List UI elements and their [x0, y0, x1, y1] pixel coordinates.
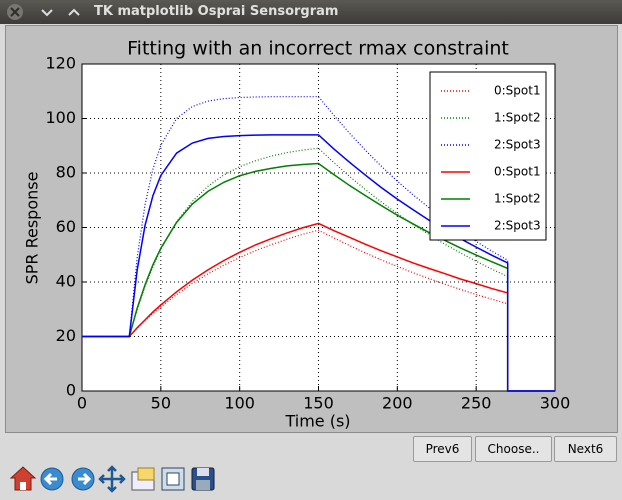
prev-button[interactable]: Prev6 — [413, 436, 472, 462]
choose-button[interactable]: Choose.. — [475, 436, 552, 462]
legend-box — [429, 71, 547, 241]
x-tick-label: 250 — [461, 394, 492, 413]
next-button[interactable]: Next6 — [554, 436, 617, 462]
toolbar — [9, 465, 215, 493]
subplots-button[interactable] — [161, 467, 185, 491]
x-tick-label: 200 — [382, 394, 413, 413]
y-tick-label: 60 — [56, 217, 76, 236]
legend-label: 0:Spot1 — [494, 165, 541, 179]
series-line — [82, 147, 555, 392]
x-tick-label: 300 — [540, 394, 571, 413]
zoom-button[interactable] — [131, 467, 155, 491]
x-axis-label: Time (s) — [284, 412, 350, 431]
title-bar: TK matplotlib Osprai Sensorgram — [0, 0, 622, 24]
maximize-button[interactable] — [68, 8, 80, 16]
y-axis-label: SPR Response — [23, 172, 42, 285]
y-tick-label: 120 — [45, 54, 76, 73]
chart: Fitting with an incorrect rmax constrain… — [23, 38, 571, 431]
x-tick-label: 150 — [303, 394, 334, 413]
legend-label: 2:Spot3 — [494, 219, 541, 233]
pan-button[interactable] — [98, 465, 126, 493]
y-tick-label: 20 — [56, 326, 76, 345]
legend-label: 0:Spot1 — [494, 84, 541, 98]
window-title: TK matplotlib Osprai Sensorgram — [94, 4, 339, 19]
y-tick-label: 80 — [56, 163, 76, 182]
legend-label: 1:Spot2 — [494, 111, 541, 125]
y-tick-label: 0 — [66, 381, 76, 400]
close-icon — [10, 7, 20, 17]
save-button[interactable] — [191, 467, 215, 491]
legend-label: 2:Spot3 — [494, 138, 541, 152]
series-line — [82, 162, 555, 392]
y-tick-label: 100 — [45, 108, 76, 127]
window-controls — [7, 4, 80, 20]
series-line — [82, 222, 555, 392]
chart-title: Fitting with an incorrect rmax constrain… — [127, 38, 509, 60]
legend-label: 1:Spot2 — [494, 192, 541, 206]
y-tick-label: 40 — [56, 272, 76, 291]
x-tick-label: 100 — [224, 394, 255, 413]
back-button[interactable] — [40, 467, 64, 491]
x-tick-label: 0 — [77, 394, 87, 413]
forward-button[interactable] — [71, 467, 95, 491]
minimize-button[interactable] — [41, 9, 53, 17]
home-button[interactable] — [9, 466, 37, 491]
x-tick-label: 50 — [151, 394, 171, 413]
